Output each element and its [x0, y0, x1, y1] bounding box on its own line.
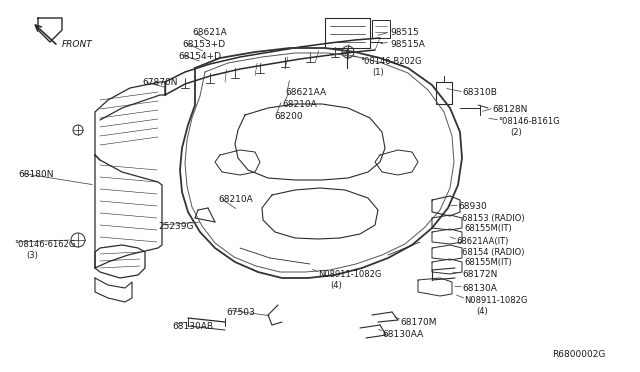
- Text: 68153 (RADIO): 68153 (RADIO): [462, 214, 525, 223]
- Text: 68200: 68200: [274, 112, 303, 121]
- Text: N08911-1082G: N08911-1082G: [318, 270, 381, 279]
- Text: 98515A: 98515A: [390, 40, 425, 49]
- Text: 68930: 68930: [458, 202, 487, 211]
- Text: 68621A: 68621A: [192, 28, 227, 37]
- Bar: [325, 18, 370, 48]
- Text: 68155M(IT): 68155M(IT): [464, 224, 512, 233]
- Text: (1): (1): [372, 68, 384, 77]
- Text: (4): (4): [330, 281, 342, 290]
- Text: R6800002G: R6800002G: [552, 350, 605, 359]
- Text: °08146-B161G: °08146-B161G: [498, 117, 559, 126]
- Text: 98515: 98515: [390, 28, 419, 37]
- Text: 68130AA: 68130AA: [382, 330, 423, 339]
- Text: 68170M: 68170M: [400, 318, 436, 327]
- Text: 67870N: 67870N: [142, 78, 177, 87]
- Text: (3): (3): [26, 251, 38, 260]
- Text: 68172N: 68172N: [462, 270, 497, 279]
- Text: 68128N: 68128N: [492, 105, 527, 114]
- Text: 68210A: 68210A: [282, 100, 317, 109]
- Text: 68621AA(IT): 68621AA(IT): [456, 237, 508, 246]
- Text: 68130AB: 68130AB: [172, 322, 213, 331]
- Text: (4): (4): [476, 307, 488, 316]
- Text: 68310B: 68310B: [462, 88, 497, 97]
- Text: °08146-6162G: °08146-6162G: [14, 240, 76, 249]
- Bar: [372, 20, 390, 38]
- Text: 68154 (RADIO): 68154 (RADIO): [462, 248, 525, 257]
- Bar: [436, 82, 452, 104]
- Text: FRONT: FRONT: [62, 40, 93, 49]
- Text: 67503: 67503: [226, 308, 255, 317]
- Text: 68155M(IT): 68155M(IT): [464, 258, 512, 267]
- Text: °08146-B202G: °08146-B202G: [360, 57, 422, 66]
- Text: 68153+D: 68153+D: [182, 40, 225, 49]
- Text: 68621AA: 68621AA: [285, 88, 326, 97]
- Text: 68180N: 68180N: [18, 170, 54, 179]
- Text: 68130A: 68130A: [462, 284, 497, 293]
- Text: 25239G: 25239G: [158, 222, 193, 231]
- Text: (2): (2): [510, 128, 522, 137]
- Text: 68210A: 68210A: [218, 195, 253, 204]
- Text: 68154+D: 68154+D: [178, 52, 221, 61]
- Text: N08911-1082G: N08911-1082G: [464, 296, 527, 305]
